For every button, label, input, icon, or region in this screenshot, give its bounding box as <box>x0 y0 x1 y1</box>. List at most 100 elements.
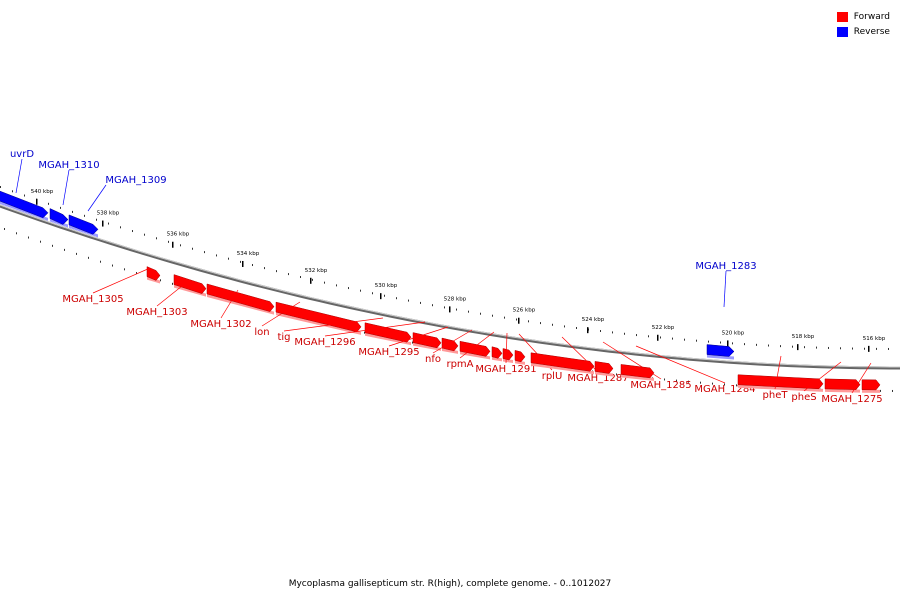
forward-leader <box>324 321 426 337</box>
forward-gene-MGAH_1287-shadow <box>531 362 594 375</box>
ruler-minor-tick <box>216 254 217 257</box>
ruler-minor-tick <box>564 325 565 328</box>
lower-minor-tick <box>76 252 77 255</box>
ruler-minor-tick <box>672 337 673 340</box>
reverse-gene-label: MGAH_1310 <box>38 160 99 171</box>
ruler-major-tick <box>797 344 799 351</box>
forward-gene-MGAH_1284 <box>620 364 655 379</box>
ruler-minor-tick <box>720 341 721 344</box>
lower-minor-tick <box>880 389 881 392</box>
forward-gene-pheS <box>824 378 861 390</box>
ruler-minor-tick <box>528 320 529 323</box>
ruler-minor-tick <box>864 347 865 350</box>
ruler-minor-tick <box>684 338 685 341</box>
backbone-line <box>0 204 900 370</box>
ruler-minor-tick <box>780 345 781 348</box>
ruler-minor-tick <box>768 344 769 347</box>
ruler-label: 540 kbp <box>31 189 54 195</box>
ruler-major-tick <box>449 306 451 313</box>
lower-minor-tick <box>124 268 125 271</box>
lower-minor-tick <box>892 389 893 392</box>
legend-forward: Forward <box>836 9 890 24</box>
forward-gene-MGAH_1302-shadow <box>207 293 274 315</box>
forward-gene-label: rplU <box>542 371 563 382</box>
ruler-major-tick <box>380 293 382 300</box>
ruler-label: 528 kbp <box>444 296 467 302</box>
backbone-highlight <box>0 204 900 368</box>
ruler-minor-tick <box>888 347 889 350</box>
forward-leader <box>561 336 599 373</box>
ruler-minor-tick <box>156 237 157 240</box>
ruler-label: 526 kbp <box>513 308 536 314</box>
ruler-label: 524 kbp <box>582 317 605 323</box>
lower-minor-tick <box>364 331 365 334</box>
lower-minor-tick <box>40 240 41 243</box>
forward-gene-label: MGAH_1295 <box>358 347 419 358</box>
lower-minor-tick <box>64 248 65 251</box>
lower-minor-tick <box>676 379 677 382</box>
ruler-minor-tick <box>540 322 541 325</box>
forward-gene-MGAH_1275 <box>861 379 881 391</box>
ruler-minor-tick <box>804 346 805 349</box>
forward-leader <box>261 301 301 327</box>
lower-minor-tick <box>700 381 701 384</box>
ruler-minor-tick <box>144 233 145 236</box>
ruler-minor-tick <box>504 316 505 319</box>
forward-gene-label: nfo <box>425 354 441 365</box>
ruler-minor-tick <box>660 336 661 339</box>
ruler-minor-tick <box>312 278 313 281</box>
forward-gene-rpmA-shadow <box>492 356 502 362</box>
ruler-minor-tick <box>0 186 1 188</box>
lower-minor-tick <box>712 382 713 385</box>
ruler-minor-tick <box>408 299 409 302</box>
legend-forward-label: Forward <box>853 11 890 22</box>
ruler-minor-tick <box>876 347 877 350</box>
ruler-minor-tick <box>120 226 121 229</box>
forward-gene-MGAH_1275-shadow <box>862 389 880 393</box>
ruler-minor-tick <box>84 214 85 217</box>
ruler-minor-tick <box>252 264 253 267</box>
forward-gene-label: MGAH_1275 <box>821 394 882 405</box>
forward-gene-MGAH_1285 <box>594 361 614 374</box>
ruler-minor-tick <box>420 301 421 304</box>
forward-gene-label: MGAH_1291 <box>475 364 536 375</box>
forward-gene-MGAH_1303-shadow <box>174 284 206 297</box>
reverse-gene-uvrD <box>0 190 49 219</box>
lower-minor-tick <box>688 380 689 383</box>
ruler-minor-tick <box>60 206 61 209</box>
forward-gene-label: tig <box>277 332 290 343</box>
ruler-minor-tick <box>96 218 97 221</box>
ruler-minor-tick <box>360 289 361 292</box>
forward-gene-lon-shadow <box>276 312 361 335</box>
ruler-minor-tick <box>708 340 709 343</box>
ruler-minor-tick <box>168 240 169 243</box>
ruler-label: 520 kbp <box>722 330 745 336</box>
ruler-minor-tick <box>852 347 853 350</box>
ruler-minor-tick <box>48 202 49 205</box>
ruler-minor-tick <box>444 306 445 309</box>
ruler-minor-tick <box>276 270 277 273</box>
forward-leader <box>432 329 473 354</box>
ruler-minor-tick <box>264 267 265 270</box>
reverse-gene-MGAH_1283-shadow <box>707 354 734 360</box>
lower-minor-tick <box>412 341 413 344</box>
ruler-minor-tick <box>636 334 637 337</box>
ruler-minor-tick <box>132 230 133 233</box>
forward-gene-label: MGAH_1285 <box>630 380 691 391</box>
legend-reverse: Reverse <box>836 24 890 39</box>
ruler-minor-tick <box>576 327 577 330</box>
ruler-minor-tick <box>336 284 337 287</box>
ruler-major-tick <box>310 277 312 284</box>
forward-leader <box>851 362 872 394</box>
forward-leader <box>505 332 508 364</box>
lower-minor-tick <box>724 383 725 386</box>
lower-minor-tick <box>616 373 617 376</box>
lower-minor-tick <box>4 228 5 230</box>
ruler-major-tick <box>172 241 174 248</box>
ruler-major-tick <box>587 327 589 334</box>
lower-minor-tick <box>88 256 89 259</box>
ruler-minor-tick <box>348 287 349 290</box>
forward-gene-label: lon <box>254 327 269 338</box>
forward-gene-MGAH_1303 <box>173 274 207 294</box>
reverse-leader <box>87 184 107 212</box>
